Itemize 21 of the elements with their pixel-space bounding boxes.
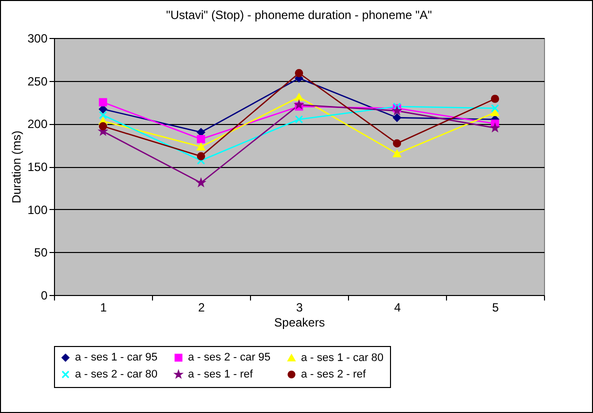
- legend-label: a - ses 1 - ref: [188, 368, 254, 380]
- legend-label: a - ses 1 - car 80: [301, 352, 384, 364]
- x-tick-label: 3: [296, 300, 304, 314]
- x-tick-label: 5: [492, 300, 500, 314]
- y-tick-label: 50: [34, 246, 48, 260]
- legend-label: a - ses 2 - car 80: [75, 368, 158, 380]
- legend-label: a - ses 2 - ref: [301, 368, 367, 380]
- y-axis-title: Duration (ms): [9, 130, 24, 204]
- x-tick-label: 4: [394, 300, 402, 314]
- y-tick-label: 100: [27, 202, 48, 217]
- x-axis-title: Speakers: [274, 316, 325, 330]
- x-tick-label: 1: [100, 300, 108, 314]
- chart-title: "Ustavi" (Stop) - phoneme duration - phoneme "A": [166, 8, 432, 22]
- y-tick-label: 0: [40, 288, 48, 302]
- legend-label: a - ses 1 - car 95: [75, 352, 158, 364]
- legend-label: a - ses 2 - car 95: [188, 352, 271, 364]
- y-tick-label: 300: [27, 32, 48, 46]
- y-tick-label: 150: [27, 160, 48, 174]
- x-tick-label: 2: [198, 300, 206, 314]
- y-tick-label: 200: [27, 117, 48, 132]
- y-tick-label: 250: [27, 74, 48, 88]
